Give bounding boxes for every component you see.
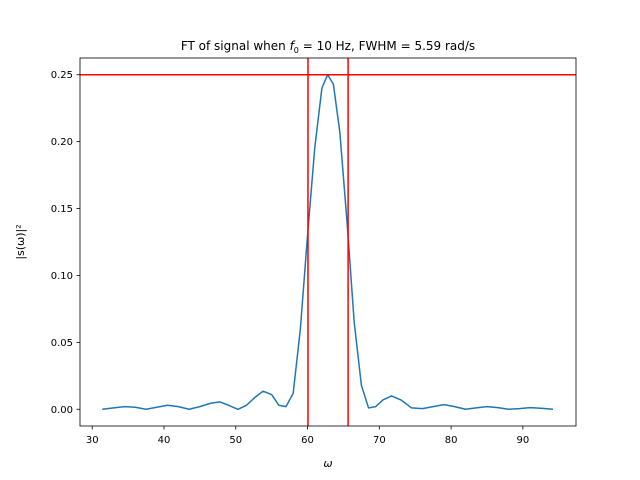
x-tick-label-4: 70 [373, 435, 386, 446]
chart-title-suffix: = 10 Hz, FWHM = 5.59 rad/s [299, 39, 475, 53]
y-tick-label-3: 0.15 [51, 204, 73, 215]
series-line-0 [102, 73, 554, 411]
chart-title: FT of signal when f0 = 10 Hz, FWHM = 5.5… [181, 39, 475, 55]
y-axis-label: |s(ω)|² [14, 224, 27, 259]
x-tick-label-0: 30 [86, 435, 99, 446]
y-tick-label-1: 0.05 [51, 338, 73, 349]
axes-frame [79, 57, 577, 427]
chart-title-prefix: FT of signal when [181, 39, 290, 53]
y-tick-label-5: 0.25 [51, 70, 73, 81]
x-tick-label-6: 90 [517, 435, 530, 446]
chart-title-f: f [290, 39, 296, 53]
y-tick-label-4: 0.20 [51, 137, 73, 148]
x-tick-label-2: 50 [229, 435, 242, 446]
x-axis-label: ω [323, 457, 332, 470]
y-tick-label-2: 0.10 [51, 271, 73, 282]
y-tick-label-0: 0.00 [51, 405, 73, 416]
plot-area: 30 40 50 60 70 80 90 0.00 0.05 0.10 0.15 0.20 0.25 [51, 57, 577, 446]
chart-title-subscript: 0 [294, 46, 299, 55]
x-tick-label-5: 80 [445, 435, 458, 446]
x-tick-label-1: 40 [158, 435, 171, 446]
x-tick-label-3: 60 [301, 435, 314, 446]
